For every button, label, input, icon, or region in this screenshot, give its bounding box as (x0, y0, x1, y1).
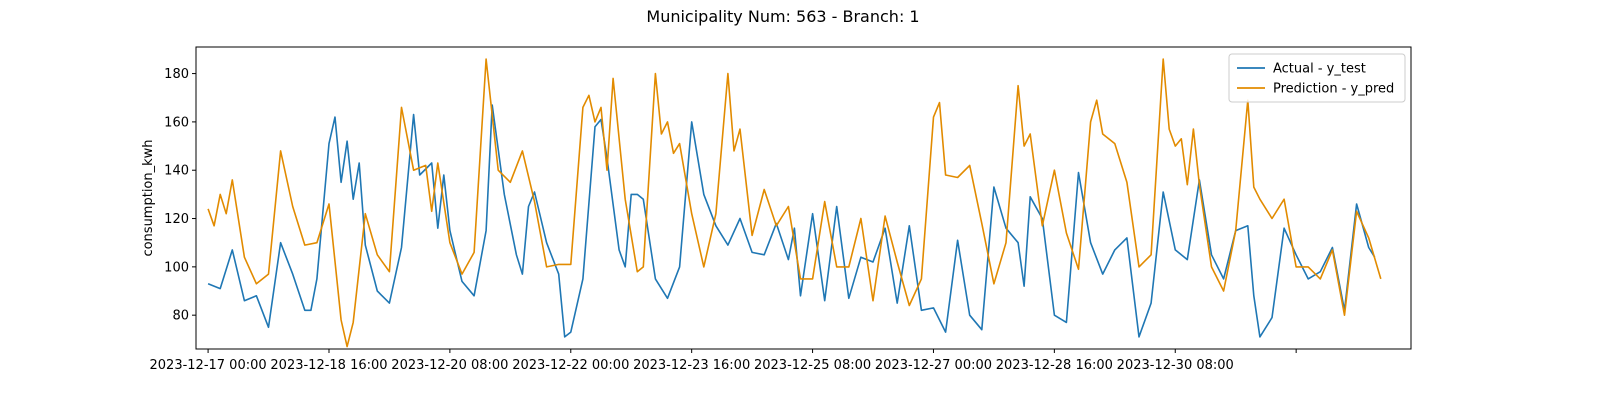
legend-label: Actual - y_test (1273, 62, 1366, 77)
plot-area (207, 58, 1382, 348)
legend-label: Prediction - y_pred (1273, 82, 1394, 97)
y-tick-label: 160 (164, 115, 189, 130)
plot-frame (195, 46, 1412, 350)
x-tick-label: 2023-12-22 00:00 (512, 358, 629, 373)
chart-title: Municipality Num: 563 - Branch: 1 (646, 7, 919, 26)
x-tick-label: 2023-12-20 08:00 (391, 358, 508, 373)
x-tick-label: 2023-12-23 16:00 (633, 358, 750, 373)
y-tick-label: 120 (164, 212, 189, 227)
x-tick-label: 2023-12-27 00:00 (875, 358, 992, 373)
x-tick-label: 2023-12-18 16:00 (270, 358, 387, 373)
y-tick-label: 140 (164, 164, 189, 179)
x-tick-label: 2023-12-25 08:00 (754, 358, 871, 373)
x-tick-label: 2023-12-17 00:00 (150, 358, 267, 373)
legend: Actual - y_test Prediction - y_pred (1228, 53, 1406, 103)
y-tick-label: 180 (164, 67, 189, 82)
x-tick-label: 2023-12-30 08:00 (1117, 358, 1234, 373)
y-axis-title: consumption_kwh (141, 139, 156, 256)
y-tick-label: 80 (172, 309, 189, 324)
y-tick-label: 100 (164, 260, 189, 275)
legend-box (1228, 53, 1406, 103)
series-line-actual (207, 104, 1376, 338)
x-tick-label: 2023-12-28 16:00 (996, 358, 1113, 373)
series-line-prediction (207, 58, 1382, 348)
